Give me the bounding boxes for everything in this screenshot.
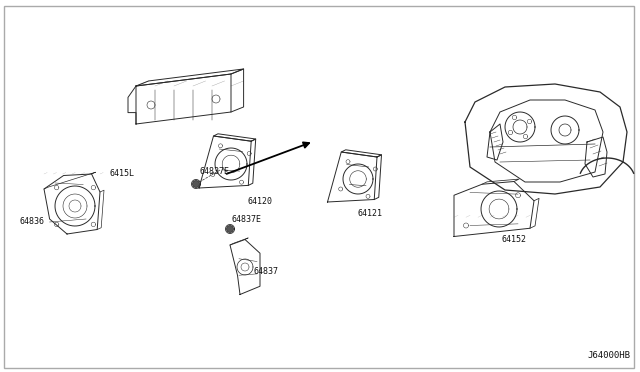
Text: 64837E: 64837E [232,215,262,224]
Text: J64000HB: J64000HB [587,351,630,360]
Circle shape [227,225,234,232]
Text: 64836: 64836 [20,218,45,227]
Text: 6415L: 6415L [110,170,135,179]
Text: 64152: 64152 [502,234,527,244]
Text: 64837: 64837 [253,267,278,276]
Text: 64120: 64120 [248,198,273,206]
Text: 64837E: 64837E [200,167,230,176]
Text: 64121: 64121 [358,209,383,218]
Circle shape [193,180,200,187]
